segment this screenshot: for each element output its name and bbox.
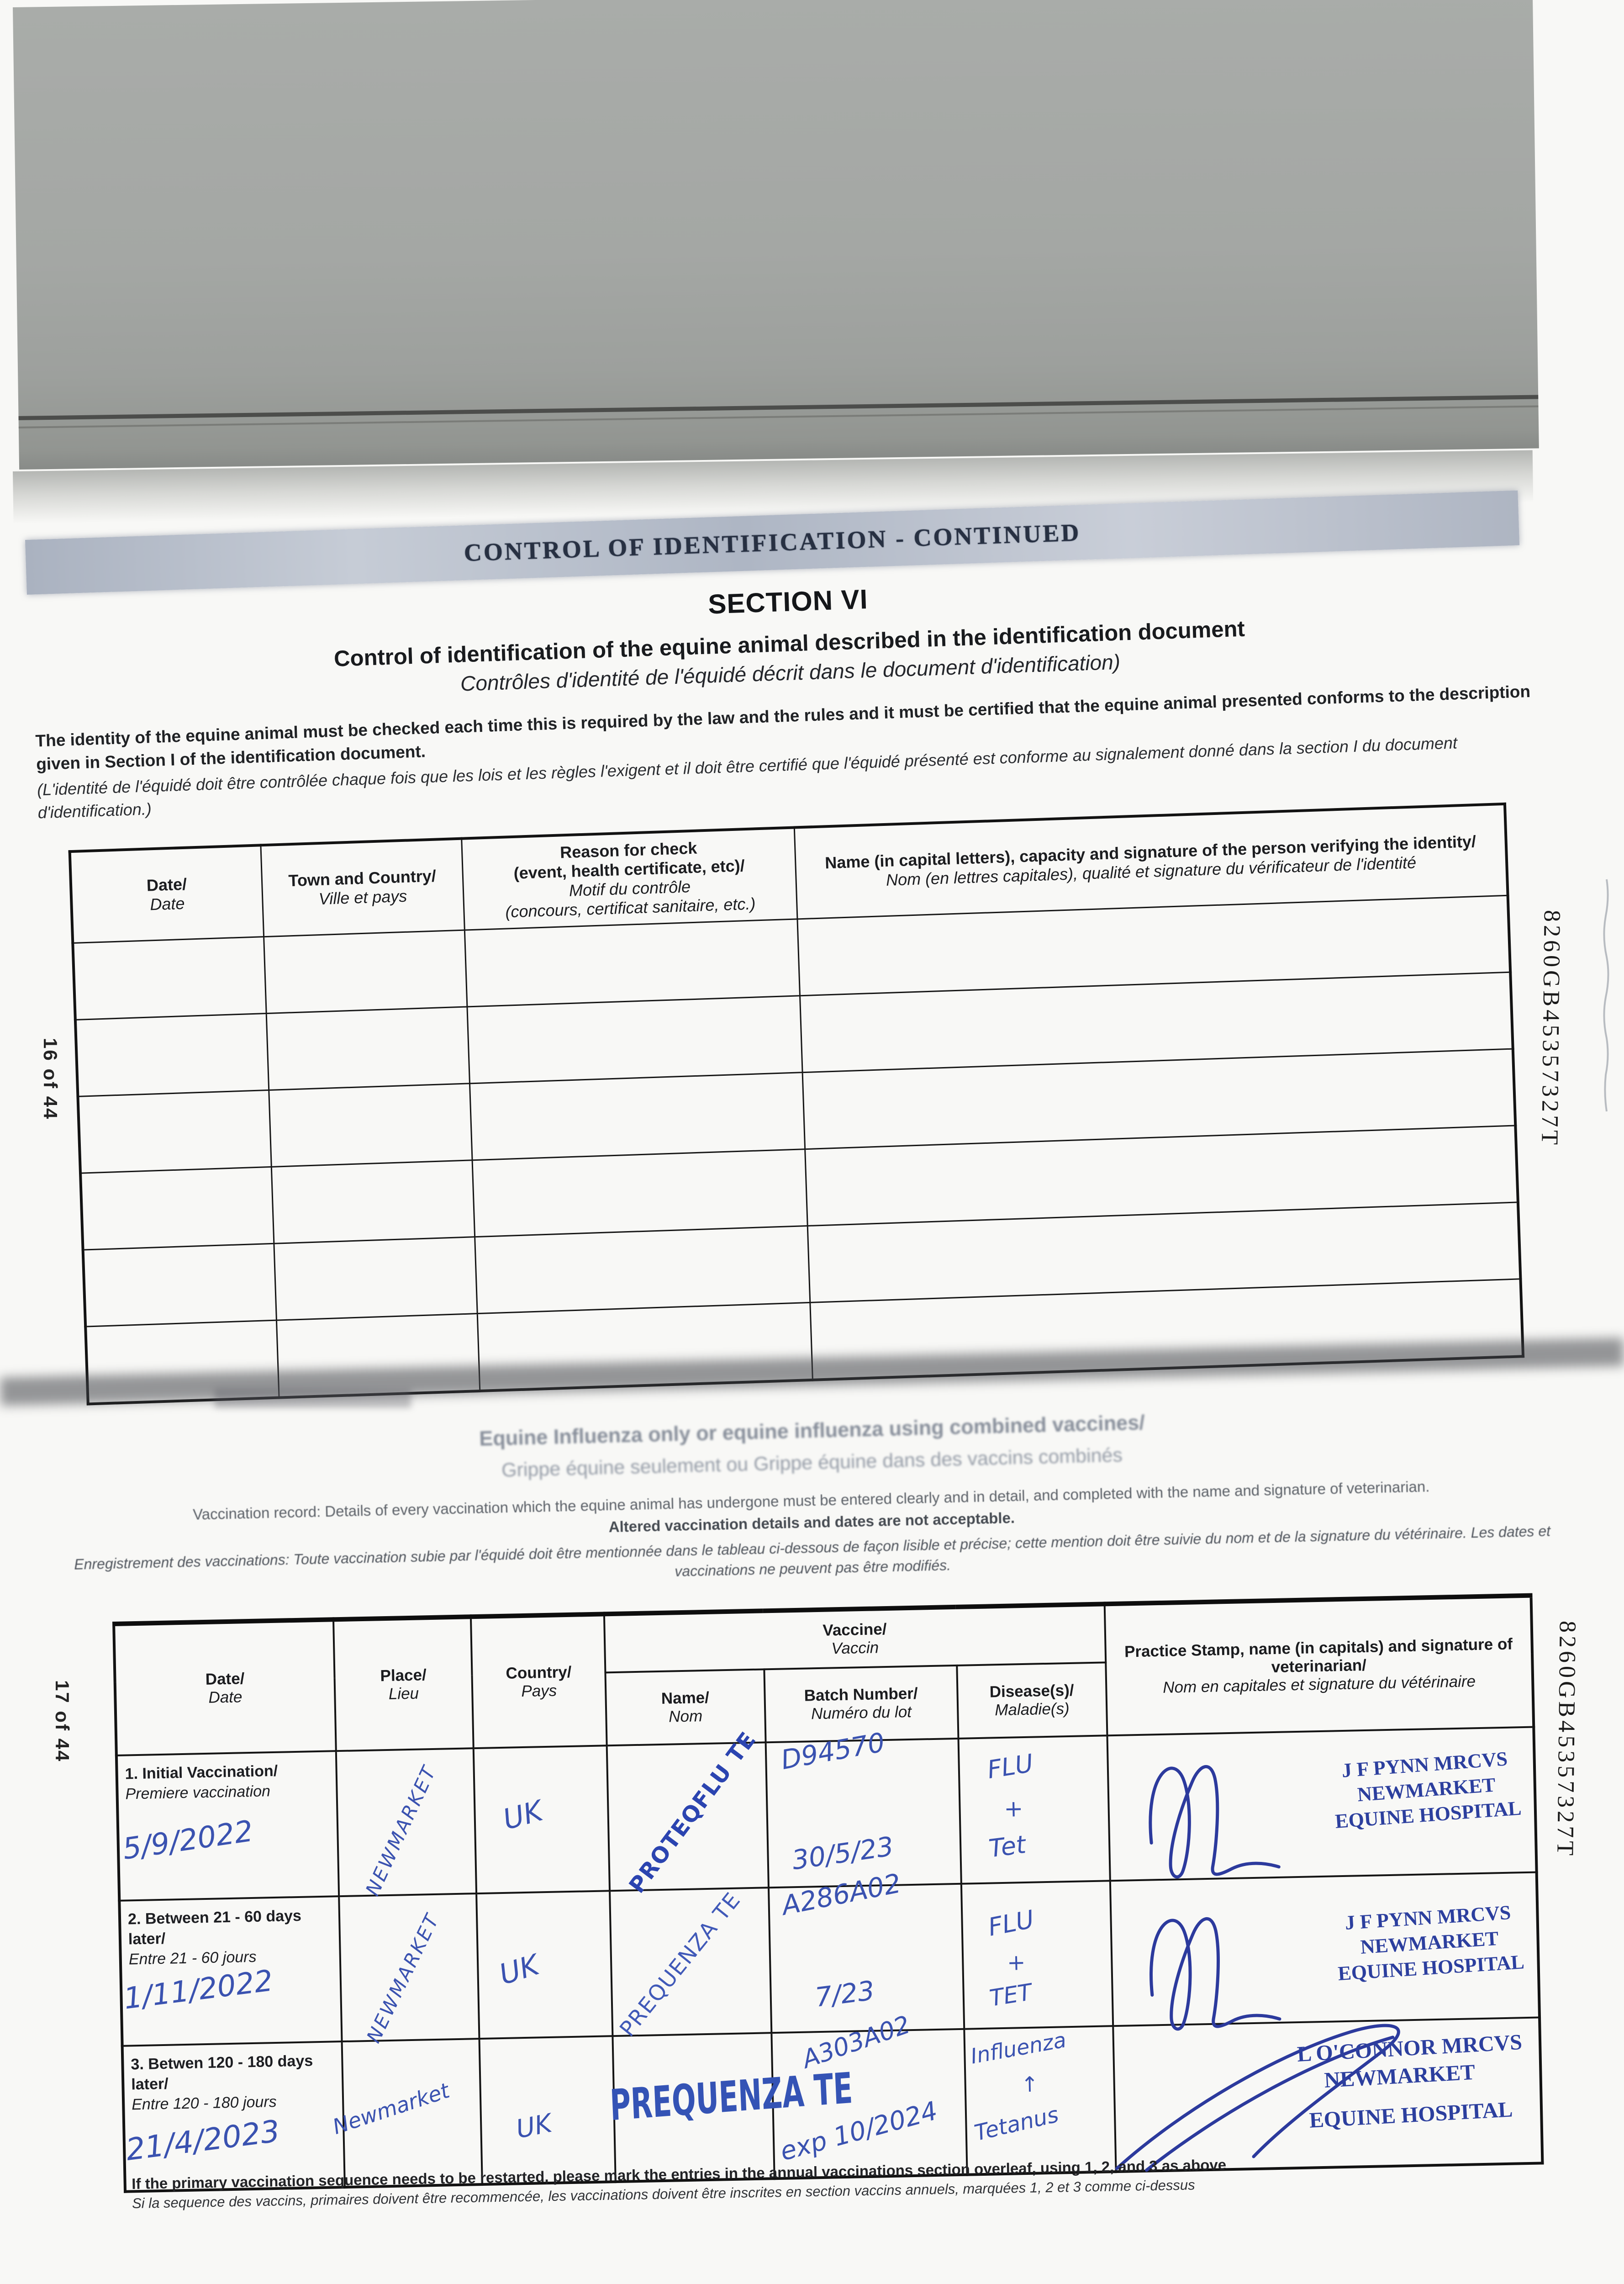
handwritten-arrow: ↑ <box>1020 2072 1039 2097</box>
handwritten-disease: Influenza <box>968 2027 1068 2069</box>
vaccine-stamp: PREQUENZA TE <box>615 1887 746 2042</box>
vacc-col-date: Date/ Date <box>114 1619 336 1755</box>
cell-country: UK <box>476 1891 613 2039</box>
practice-stamp-text: L O'CONNOR MRCVS NEWMARKET EQUINE HOSPIT… <box>1296 2030 1523 2133</box>
scanner-background <box>13 0 1539 470</box>
vet-signature <box>1148 1765 1281 1879</box>
handwritten-date: 21/4/2023 <box>124 2113 282 2168</box>
handwritten-batch-date: 30/5/23 <box>790 1830 896 1876</box>
handwritten-plus: + <box>1003 1795 1023 1822</box>
vaccination-intro: Vaccination record: Details of every vac… <box>58 1475 1566 1596</box>
page-number-16: 16 of 44 <box>40 1038 61 1121</box>
vacc-col-disease: Disease(s)/ Maladie(s) <box>957 1662 1107 1739</box>
handwritten-place: Newmarket <box>329 2078 453 2139</box>
handwritten-disease: FLU <box>986 1904 1037 1942</box>
vaccination-row-1: 1. Initial Vaccination/ Premiere vaccina… <box>116 1727 1537 1901</box>
vacc-col-vaccine: Vaccine/ Vaccin <box>604 1604 1106 1673</box>
cell-disease: Influenza ↑ Tetanus <box>964 2026 1116 2175</box>
handwritten-country: UK <box>499 1794 546 1837</box>
page-header-title: CONTROL OF IDENTIFICATION - CONTINUED <box>463 518 1081 567</box>
vaccination-table: Date/ Date Place/ Lieu Country/ Pays Vac… <box>112 1593 1544 2193</box>
vaccination-row-3: 3. Betwen 120 - 180 days later/ Entre 12… <box>122 2010 1543 2192</box>
col-header-reason: Reason for check (event, health certific… <box>461 827 798 931</box>
identification-check-table: Date/ Date Town and Country/ Ville et pa… <box>68 803 1525 1406</box>
handwritten-disease: FLU <box>985 1749 1035 1785</box>
handwritten-place: NEWMARKET <box>361 1761 441 1899</box>
handwritten-country: UK <box>495 1948 543 1992</box>
col-header-date: Date/ Date <box>69 845 264 943</box>
handwritten-country: UK <box>514 2108 554 2145</box>
handwritten-disease: Tetanus <box>972 2101 1061 2147</box>
handwritten-date: 1/11/2022 <box>121 1964 275 2016</box>
cell-date: 3. Betwen 120 - 180 days later/ Entre 12… <box>122 2041 345 2192</box>
vaccine-stamp: PROTEQFLU TE <box>624 1727 761 1898</box>
handwritten-plus: + <box>1007 1950 1026 1976</box>
vacc-col-place: Place/ Lieu <box>333 1617 474 1751</box>
cell-place: Newmarket <box>330 2039 483 2188</box>
cell-place: NEWMARKET <box>336 1748 477 1899</box>
cell-place: NEWMARKET <box>339 1893 480 2046</box>
cell-batch: A286A02 7/23 <box>768 1867 965 2033</box>
col-header-town: Town and Country/ Ville et pays <box>260 839 465 937</box>
vet-signature <box>1115 2024 1400 2172</box>
cell-vaccine-name: PROTEQFLU TE <box>606 1727 769 1898</box>
handwritten-place: NEWMARKET <box>362 1909 444 2046</box>
vet-signature <box>1149 1917 1281 2031</box>
handwritten-batch-date: 7/23 <box>813 1975 876 2013</box>
handwritten-batch-date: exp 10/2024 <box>776 2096 941 2167</box>
handwritten-disease: TET <box>987 1978 1034 2012</box>
cell-stamp: J F PYNN MRCVS NEWMARKET EQUINE HOSPITAL <box>1110 1872 1540 2031</box>
practice-stamp-text: J F PYNN MRCVS NEWMARKET EQUINE HOSPITAL <box>1337 1901 1525 1985</box>
vacc-col-stamp: Practice Stamp, name (in capitals) and s… <box>1104 1595 1534 1736</box>
handwritten-disease: Tet <box>987 1829 1028 1863</box>
vaccination-record: Date/ Date Place/ Lieu Country/ Pays Vac… <box>112 1593 1566 2193</box>
vacc-col-country: Country/ Pays <box>471 1614 607 1749</box>
cell-disease: FLU + TET <box>961 1881 1113 2029</box>
cell-country: UK <box>473 1745 610 1894</box>
cell-vaccine-name: PREQUENZA TE <box>609 2033 854 2182</box>
document-code-vertical-top: 8260GB45357327T <box>1536 909 1565 1148</box>
cell-stamp: J F PYNN MRCVS NEWMARKET EQUINE HOSPITAL <box>1107 1727 1537 1881</box>
practice-stamp-text: J F PYNN MRCVS NEWMARKET EQUINE HOSPITAL <box>1334 1747 1523 1833</box>
cell-disease: FLU + Tet <box>958 1735 1110 1884</box>
section-vi: CONTROL OF IDENTIFICATION - CONTINUED SE… <box>25 490 1574 1407</box>
cell-vaccine-name: PREQUENZA TE <box>609 1887 771 2041</box>
cell-batch: A303A02 exp 10/2024 <box>771 2010 967 2179</box>
vaccination-row-2: 2. Between 21 - 60 days later/ Entre 21 … <box>119 1867 1540 2046</box>
cell-batch: D94570 30/5/23 <box>765 1727 961 1888</box>
faded-smudge <box>215 1389 411 1408</box>
cell-stamp: L O'CONNOR MRCVS NEWMARKET EQUINE HOSPIT… <box>1113 2017 1543 2172</box>
handwritten-date: 5/9/2022 <box>120 1814 255 1866</box>
cell-date: 2. Between 21 - 60 days later/ Entre 21 … <box>119 1896 342 2046</box>
scan-edge-artifact <box>1603 879 1609 1112</box>
cell-country: UK <box>479 2036 616 2184</box>
cell-date: 1. Initial Vaccination/ Premiere vaccina… <box>116 1751 339 1901</box>
page-number-17: 17 of 44 <box>52 1680 73 1763</box>
